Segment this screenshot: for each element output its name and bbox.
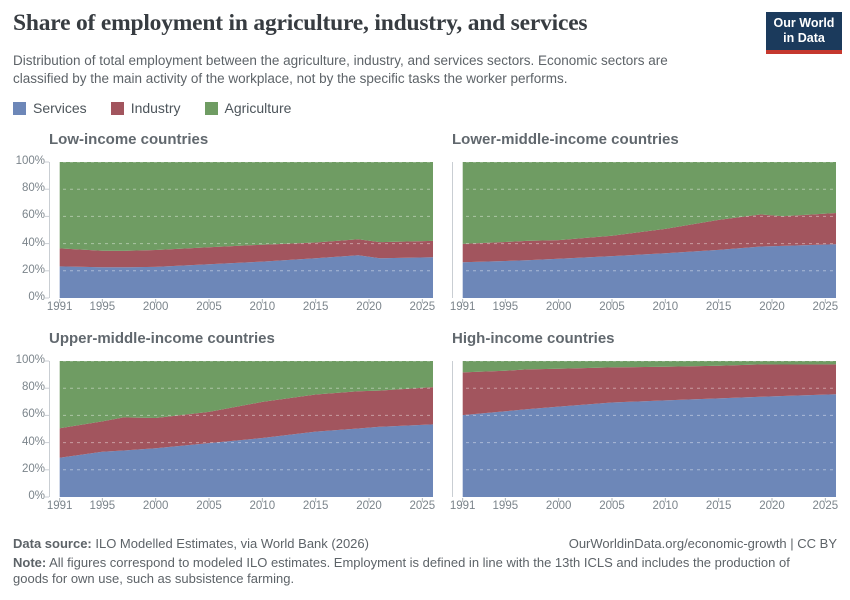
x-tick-label: 2005 [599, 500, 625, 512]
y-tick-label: 60% [21, 209, 45, 222]
lower-middle-income-stacked-area-chart [452, 161, 836, 303]
industry-swatch-icon [110, 102, 124, 115]
x-tick-label: 2000 [142, 500, 169, 512]
x-tick-label: 2010 [249, 500, 276, 512]
legend-label-agriculture: Agriculture [224, 100, 292, 116]
attribution-link: OurWorldinData.org/economic-growth | CC … [568, 536, 837, 551]
y-tick-label: 20% [21, 263, 45, 276]
facet-low-income: Low-income countries 1991 1995 2000 2005 201… [16, 131, 436, 314]
x-tick-label: 2020 [759, 500, 785, 512]
services-swatch-icon [13, 102, 26, 115]
x-tick-label: 1991 [46, 500, 73, 512]
x-axis-labels: 1991 1995 2000 2005 2010 2015 2020 2025 [450, 301, 838, 315]
x-tick-label: 2025 [409, 301, 436, 313]
x-tick-label: 2020 [356, 301, 382, 313]
x-axis-labels: 1991 1995 2000 2005 2010 2015 2020 2025 [47, 500, 435, 514]
legend: Services Industry Agriculture [13, 100, 291, 116]
owid-logo-line2: in Data [783, 31, 825, 45]
y-tick-label: 40% [21, 236, 45, 249]
facet-lower-middle-income: Lower-middle-income countries 1991 1995 20… [450, 131, 838, 314]
facet-upper-middle-income: Upper-middle-income countries 1991 1995 20… [16, 330, 436, 513]
footer-source-row: Data source: ILO Modelled Estimates, via… [13, 536, 837, 551]
data-source: Data source: ILO Modelled Estimates, via… [13, 536, 369, 551]
legend-item-agriculture: Agriculture [204, 100, 292, 116]
facet-high-income: High-income countries 1991 1995 2000 2005 20… [450, 330, 838, 513]
x-tick-label: 2015 [302, 500, 329, 512]
x-tick-label: 2005 [196, 500, 222, 512]
agriculture-swatch-icon [204, 102, 218, 115]
x-tick-label: 2010 [652, 500, 679, 512]
x-tick-label: 2015 [705, 301, 732, 313]
y-tick-label: 0% [28, 490, 45, 502]
y-tick-label: 80% [21, 381, 45, 394]
x-tick-label: 2015 [705, 500, 732, 512]
x-tick-label: 1995 [492, 500, 519, 512]
x-tick-label: 2025 [409, 500, 436, 512]
owid-logo-line1: Our World [773, 16, 835, 30]
note-text: All figures correspond to modeled ILO es… [13, 555, 790, 586]
x-tick-label: 2025 [812, 500, 839, 512]
facet-title-lower-middle-income: Lower-middle-income countries [452, 131, 679, 148]
legend-label-services: Services [33, 100, 87, 116]
facet-title-high-income: High-income countries [452, 330, 615, 347]
y-tick-label: 100% [15, 354, 45, 366]
x-tick-label: 2020 [356, 500, 382, 512]
page-title: Share of employment in agriculture, indu… [13, 10, 588, 36]
legend-label-industry: Industry [130, 100, 181, 116]
y-tick-label: 100% [15, 155, 45, 167]
data-source-label: Data source: [13, 536, 92, 551]
legend-item-industry: Industry [110, 100, 181, 116]
y-tick-label: 40% [21, 435, 45, 448]
legend-item-services: Services [13, 100, 87, 116]
x-tick-label: 1995 [89, 500, 116, 512]
x-axis-labels: 1991 1995 2000 2005 2010 2015 2020 2025 [47, 301, 435, 315]
x-tick-label: 2005 [196, 301, 222, 313]
x-tick-label: 2015 [302, 301, 329, 313]
x-tick-label: 2005 [599, 301, 625, 313]
x-tick-label: 2010 [249, 301, 276, 313]
owid-logo: Our World in Data [766, 12, 842, 54]
x-tick-label: 2000 [545, 500, 572, 512]
x-tick-label: 1995 [492, 301, 519, 313]
y-tick-label: 80% [21, 182, 45, 195]
x-tick-label: 1991 [46, 301, 73, 313]
facet-title-low-income: Low-income countries [49, 131, 209, 148]
x-tick-label: 2000 [545, 301, 572, 313]
y-tick-label: 0% [28, 291, 45, 303]
x-tick-label: 1991 [449, 301, 476, 313]
x-tick-label: 1995 [89, 301, 116, 313]
chart-subtitle: Distribution of total employment between… [13, 53, 668, 86]
y-tick-label: 60% [21, 408, 45, 421]
x-tick-label: 2020 [759, 301, 785, 313]
high-income-stacked-area-chart [452, 360, 836, 502]
y-tick-label: 20% [21, 462, 45, 475]
x-tick-label: 1991 [449, 500, 476, 512]
x-axis-labels: 1991 1995 2000 2005 2010 2015 2020 2025 [450, 500, 838, 514]
x-tick-label: 2025 [812, 301, 839, 313]
low-income-stacked-area-chart [45, 161, 433, 303]
footer-note: Note: All figures correspond to modeled … [13, 555, 827, 586]
x-tick-label: 2010 [652, 301, 679, 313]
note-label: Note: [13, 555, 47, 570]
facet-title-upper-middle-income: Upper-middle-income countries [49, 330, 275, 347]
x-tick-label: 2000 [142, 301, 169, 313]
upper-middle-income-stacked-area-chart [45, 360, 433, 502]
data-source-text: ILO Modelled Estimates, via World Bank (… [91, 536, 369, 551]
